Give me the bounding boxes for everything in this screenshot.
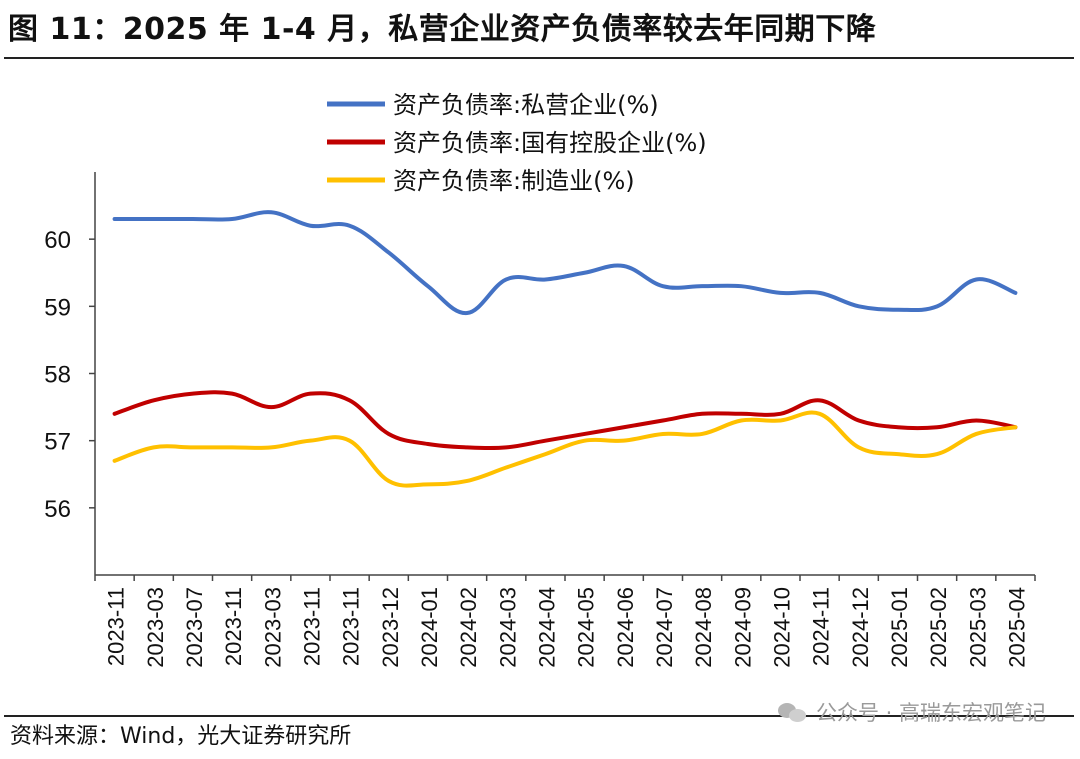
- x-tick-label: 2024-10: [769, 587, 794, 668]
- x-tick-label: 2024-04: [534, 587, 559, 668]
- x-tick-label: 2023-03: [143, 587, 168, 668]
- x-tick-label: 2024-09: [730, 587, 755, 668]
- x-tick-label: 2023-03: [260, 587, 285, 668]
- source-note: 资料来源：Wind，光大证券研究所: [10, 724, 352, 749]
- series-line-2: [112, 410, 1018, 488]
- wechat-icon: [777, 701, 808, 723]
- line-chart: 资产负债率:私营企业(%) 资产负债率:国有控股企业(%) 资产负债率:制造业(%)…: [44, 91, 1036, 668]
- y-tick-label: 60: [44, 227, 71, 254]
- x-tick-label: 2023-07: [182, 587, 207, 668]
- x-tick-label: 2024-07: [652, 587, 677, 668]
- x-tick-label: 2025-02: [926, 587, 951, 668]
- x-tick-label: 2025-03: [965, 587, 990, 668]
- x-tick-label: 2023-12: [378, 587, 403, 668]
- x-tick-label: 2024-03: [495, 587, 520, 668]
- watermark: 公众号 · 高瑞东宏观笔记: [777, 697, 1046, 727]
- y-tick-label: 59: [44, 294, 71, 321]
- watermark-text: 公众号 · 高瑞东宏观笔记: [815, 701, 1046, 725]
- x-tick-label: 2023-11: [339, 587, 364, 666]
- x-tick-label: 2024-02: [456, 587, 481, 668]
- y-tick-label: 56: [44, 496, 71, 523]
- x-tick-label: 2025-04: [1004, 587, 1029, 668]
- chart-series: [112, 210, 1018, 488]
- figure-title: 图 11：2025 年 1-4 月，私营企业资产负债率较去年同期下降: [8, 12, 877, 47]
- legend-label-0: 资产负债率:私营企业(%): [393, 91, 659, 119]
- footer-rule: [4, 715, 1074, 717]
- chart-legend: 资产负债率:私营企业(%) 资产负债率:国有控股企业(%) 资产负债率:制造业(%): [327, 91, 707, 195]
- series-line-0: [112, 210, 1018, 316]
- y-tick-label: 57: [44, 429, 71, 456]
- x-tick-label: 2024-06: [613, 587, 638, 668]
- x-tick-label: 2024-11: [809, 587, 834, 666]
- x-tick-label: 2024-05: [574, 587, 599, 668]
- y-tick-label: 58: [44, 362, 71, 389]
- chart-axes: 56 57 58 59 60 2023-11 2023-03 2023-07 2023-11 20…: [44, 172, 1036, 668]
- x-tick-label: 2023-11: [221, 587, 246, 666]
- x-tick-label: 2024-01: [417, 587, 442, 668]
- x-tick-label: 2023-11: [104, 587, 129, 666]
- x-tick-label: 2024-08: [691, 587, 716, 668]
- legend-label-2: 资产负债率:制造业(%): [393, 167, 635, 195]
- x-tick-label: 2024-12: [848, 587, 873, 668]
- series-line-1: [112, 390, 1018, 451]
- x-tick-label: 2025-01: [887, 587, 912, 668]
- title-rule: [4, 57, 1074, 59]
- x-tick-label: 2023-11: [299, 587, 324, 666]
- legend-label-1: 资产负债率:国有控股企业(%): [393, 129, 707, 157]
